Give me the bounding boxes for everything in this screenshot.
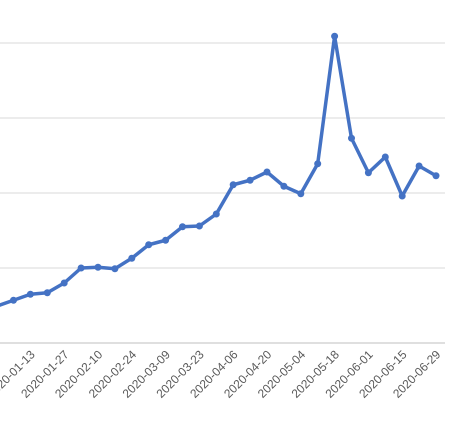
data-point xyxy=(179,223,186,231)
data-point xyxy=(162,236,170,244)
data-point xyxy=(432,172,440,180)
data-point xyxy=(43,289,51,297)
data-point xyxy=(297,190,305,198)
data-point xyxy=(212,210,220,218)
data-point xyxy=(364,169,372,177)
data-point xyxy=(263,168,271,176)
data-point xyxy=(195,222,203,230)
data-point xyxy=(128,254,136,262)
data-point xyxy=(280,182,288,190)
data-point xyxy=(111,265,119,273)
data-point xyxy=(348,134,355,142)
data-point xyxy=(381,153,389,161)
data-point xyxy=(229,181,237,189)
data-point xyxy=(246,176,254,184)
data-point xyxy=(77,264,85,272)
data-point xyxy=(26,290,34,298)
data-point xyxy=(145,241,153,249)
data-point xyxy=(398,192,406,200)
data-point xyxy=(10,296,17,304)
data-point xyxy=(415,162,423,170)
data-point xyxy=(94,263,102,271)
data-point xyxy=(60,279,68,287)
data-point xyxy=(314,160,322,168)
data-point xyxy=(331,32,339,40)
